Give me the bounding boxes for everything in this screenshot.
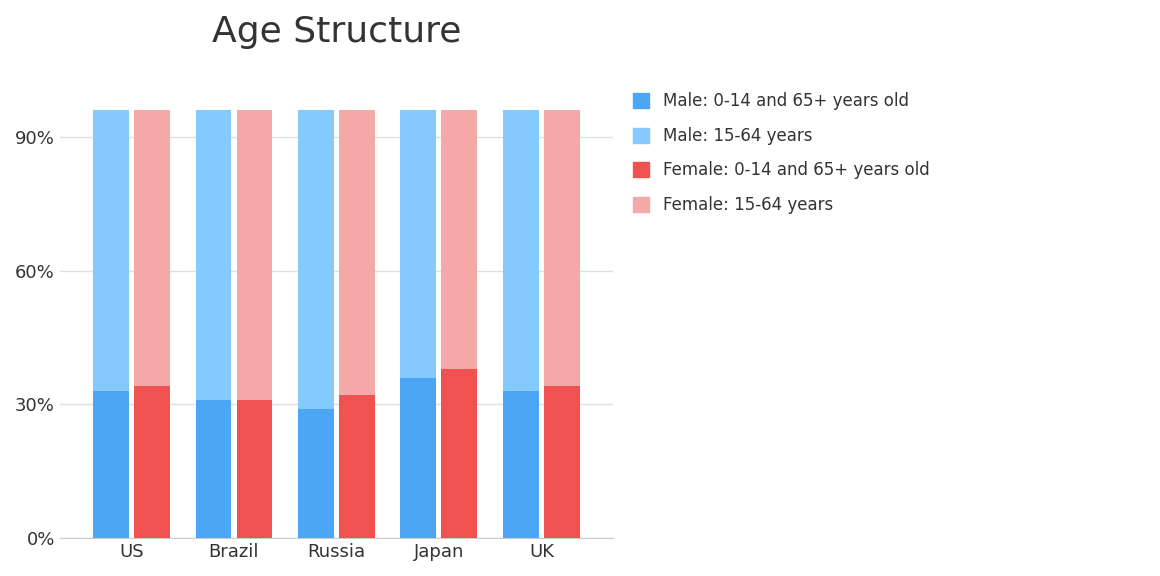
Bar [135,110,169,386]
Legend: Male: 0-14 and 65+ years old, Male: 15-64 years, Female: 0-14 and 65+ years old,: Male: 0-14 and 65+ years old, Male: 15-6… [632,92,929,214]
Bar [196,400,231,538]
Bar [544,386,580,538]
Bar [237,400,273,538]
Bar [298,110,334,409]
Bar [544,110,580,386]
Bar [237,110,273,400]
Bar [135,386,169,538]
Bar [503,110,539,391]
Bar [442,369,478,538]
Bar [93,391,129,538]
Bar [339,110,375,395]
Bar [196,110,231,400]
Bar [503,391,539,538]
Bar [442,110,478,369]
Bar [298,409,334,538]
Bar [93,110,129,391]
Bar [400,110,436,377]
Bar [400,377,436,538]
Bar [339,395,375,538]
Title: Age Structure: Age Structure [212,15,462,49]
